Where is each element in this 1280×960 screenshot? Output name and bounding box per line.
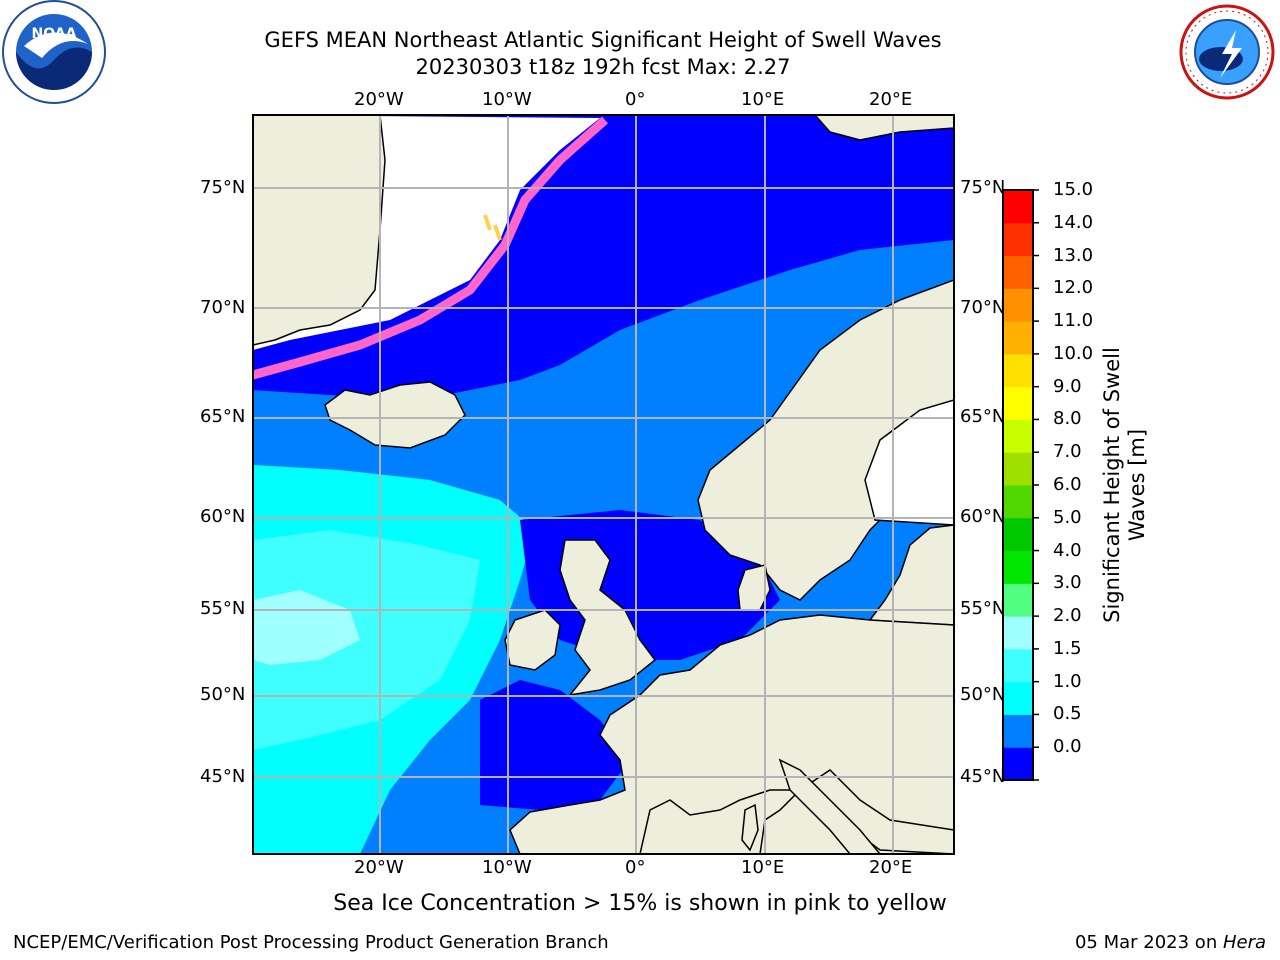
- footer-credit: NCEP/EMC/Verification Post Processing Pr…: [13, 932, 609, 953]
- colorbar-segment: [1003, 485, 1033, 519]
- colorbar-segment: [1003, 222, 1033, 257]
- lon-tick-bottom-2: 10°W: [482, 857, 532, 878]
- colorbar-segment: [1003, 616, 1033, 650]
- colorbar-segment: [1003, 550, 1033, 584]
- colorbar-label: 0.0: [1053, 736, 1082, 758]
- colorbar-label: 13.0: [1053, 244, 1094, 266]
- colorbar-label: 11.0: [1053, 310, 1094, 332]
- map-title: GEFS MEAN Northeast Atlantic Significant…: [264, 28, 942, 52]
- colorbar-segment: [1003, 714, 1033, 748]
- colorbar-label: 0.5: [1053, 703, 1082, 725]
- colorbar-label: 1.5: [1053, 637, 1082, 659]
- colorbar-label: 10.0: [1053, 342, 1094, 364]
- lon-tick-top-1: 20°W: [354, 89, 404, 110]
- colorbar-segment: [1003, 321, 1033, 355]
- colorbar-title: Significant Height of Swell Waves [m]: [1100, 347, 1149, 623]
- colorbar-segment: [1003, 452, 1033, 486]
- lon-tick-bottom-3: 0°: [625, 857, 646, 878]
- colorbar-segment: [1003, 353, 1033, 388]
- lon-tick-top-5: 20°E: [869, 89, 913, 110]
- lat-tick-left-5: 55°N: [200, 598, 246, 619]
- colorbar-segment: [1003, 583, 1033, 617]
- colorbar-label: 9.0: [1053, 375, 1082, 397]
- footer-date: 05 Mar 2023 on Hera: [1075, 932, 1266, 954]
- lat-tick-right-4: 60°N: [960, 506, 1006, 527]
- footer-host: Hera: [1222, 932, 1266, 953]
- lon-tick-bottom-4: 10°E: [741, 857, 785, 878]
- lat-tick-right-6: 50°N: [960, 684, 1006, 705]
- colorbar-segment: [1003, 517, 1033, 552]
- lon-tick-bottom-1: 20°W: [354, 857, 404, 878]
- continental-europe-land: [509, 614, 954, 854]
- map-subtitle: 20230303 t18z 192h fcst Max: 2.27: [415, 55, 791, 79]
- colorbar: [1002, 189, 1039, 781]
- lat-tick-left-1: 75°N: [200, 177, 246, 198]
- colorbar-segment: [1003, 747, 1033, 781]
- colorbar-segment: [1003, 288, 1033, 322]
- colorbar-label: 6.0: [1053, 474, 1082, 495]
- colorbar-label: 5.0: [1053, 506, 1082, 528]
- colorbar-segment: [1003, 190, 1033, 224]
- sea-ice-edge: [253, 116, 608, 380]
- colorbar-label: 3.0: [1053, 572, 1082, 594]
- colorbar-label: 8.0: [1053, 408, 1082, 430]
- colorbar-label: 7.0: [1053, 441, 1082, 463]
- iceland-land: [324, 381, 466, 449]
- lon-tick-top-2: 10°W: [482, 89, 532, 110]
- lat-tick-right-2: 70°N: [960, 297, 1006, 318]
- colorbar-label: 4.0: [1053, 539, 1082, 561]
- greenland-land: [253, 115, 386, 346]
- lat-tick-left-6: 50°N: [200, 684, 246, 705]
- colorbar-segment: [1003, 648, 1033, 683]
- nws-logo-icon: [1179, 4, 1275, 100]
- colorbar-segment: [1003, 681, 1033, 715]
- lat-tick-right-3: 65°N: [960, 406, 1006, 427]
- map-frame: [252, 114, 955, 855]
- lon-tick-bottom-5: 20°E: [869, 857, 913, 878]
- lat-tick-right-1: 75°N: [960, 177, 1006, 198]
- lat-tick-left-3: 65°N: [200, 406, 246, 427]
- map-grid: [253, 115, 954, 854]
- noaa-logo-icon: NOAA: [2, 0, 106, 104]
- colorbar-label: 2.0: [1053, 605, 1082, 627]
- lat-tick-left-2: 70°N: [200, 297, 246, 318]
- colorbar-segment: [1003, 386, 1033, 420]
- noaa-logo-text: NOAA: [32, 26, 77, 42]
- swell-band-2-3: [253, 590, 360, 665]
- colorbar-label: 15.0: [1053, 179, 1094, 200]
- colorbar-segment: [1003, 255, 1033, 289]
- lat-tick-right-7: 45°N: [960, 766, 1006, 787]
- colorbar-label: 12.0: [1053, 277, 1094, 299]
- footer-date-text: 05 Mar 2023 on: [1074, 932, 1223, 953]
- lon-tick-top-4: 10°E: [741, 89, 785, 110]
- colorbar-label: 14.0: [1053, 211, 1094, 233]
- lat-tick-right-5: 55°N: [960, 598, 1006, 619]
- lat-tick-left-4: 60°N: [200, 506, 246, 527]
- colorbar-segment: [1003, 419, 1033, 453]
- lat-tick-left-7: 45°N: [200, 766, 246, 787]
- lon-tick-top-3: 0°: [625, 89, 646, 110]
- svalbard-land: [813, 115, 954, 141]
- sea-ice-note: Sea Ice Concentration > 15% is shown in …: [333, 891, 947, 916]
- ireland-land: [504, 609, 561, 671]
- colorbar-label: 1.0: [1053, 670, 1082, 692]
